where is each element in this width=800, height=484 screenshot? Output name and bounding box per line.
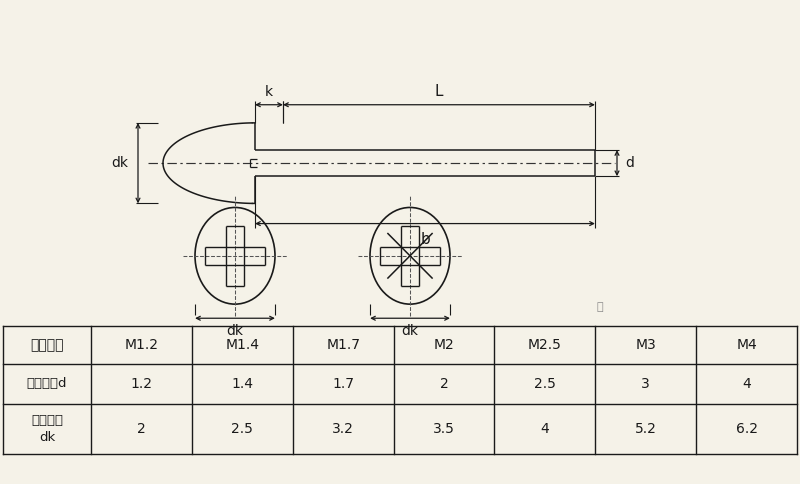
Text: 4: 4 bbox=[541, 422, 550, 436]
Text: 2.5: 2.5 bbox=[534, 377, 556, 391]
Text: 2: 2 bbox=[137, 422, 146, 436]
Text: 3: 3 bbox=[642, 377, 650, 391]
Text: 头部直径
dk: 头部直径 dk bbox=[31, 414, 63, 444]
Text: M2: M2 bbox=[434, 338, 454, 352]
Text: 5.2: 5.2 bbox=[634, 422, 657, 436]
Text: dk: dk bbox=[402, 324, 418, 338]
Text: 螺紋直径d: 螺紋直径d bbox=[26, 378, 67, 391]
Text: 1.2: 1.2 bbox=[130, 377, 153, 391]
Text: 6.2: 6.2 bbox=[735, 422, 758, 436]
Text: k: k bbox=[265, 85, 273, 99]
Text: 2: 2 bbox=[440, 377, 448, 391]
Text: 3.5: 3.5 bbox=[433, 422, 455, 436]
Text: 螺紋规格: 螺紋规格 bbox=[30, 338, 64, 352]
Text: dk: dk bbox=[226, 324, 243, 338]
Text: M1.4: M1.4 bbox=[226, 338, 259, 352]
Text: M1.2: M1.2 bbox=[125, 338, 158, 352]
Text: 自: 自 bbox=[597, 302, 603, 312]
Text: M1.7: M1.7 bbox=[326, 338, 360, 352]
Text: M2.5: M2.5 bbox=[528, 338, 562, 352]
Text: 1.7: 1.7 bbox=[332, 377, 354, 391]
Text: b: b bbox=[420, 232, 430, 247]
Text: L: L bbox=[434, 84, 443, 99]
Text: 1.4: 1.4 bbox=[231, 377, 254, 391]
Text: d: d bbox=[625, 156, 634, 170]
Text: dk: dk bbox=[111, 156, 128, 170]
Text: M3: M3 bbox=[635, 338, 656, 352]
Text: 2.5: 2.5 bbox=[231, 422, 254, 436]
Text: 3.2: 3.2 bbox=[332, 422, 354, 436]
Text: 4: 4 bbox=[742, 377, 751, 391]
Text: M4: M4 bbox=[736, 338, 757, 352]
